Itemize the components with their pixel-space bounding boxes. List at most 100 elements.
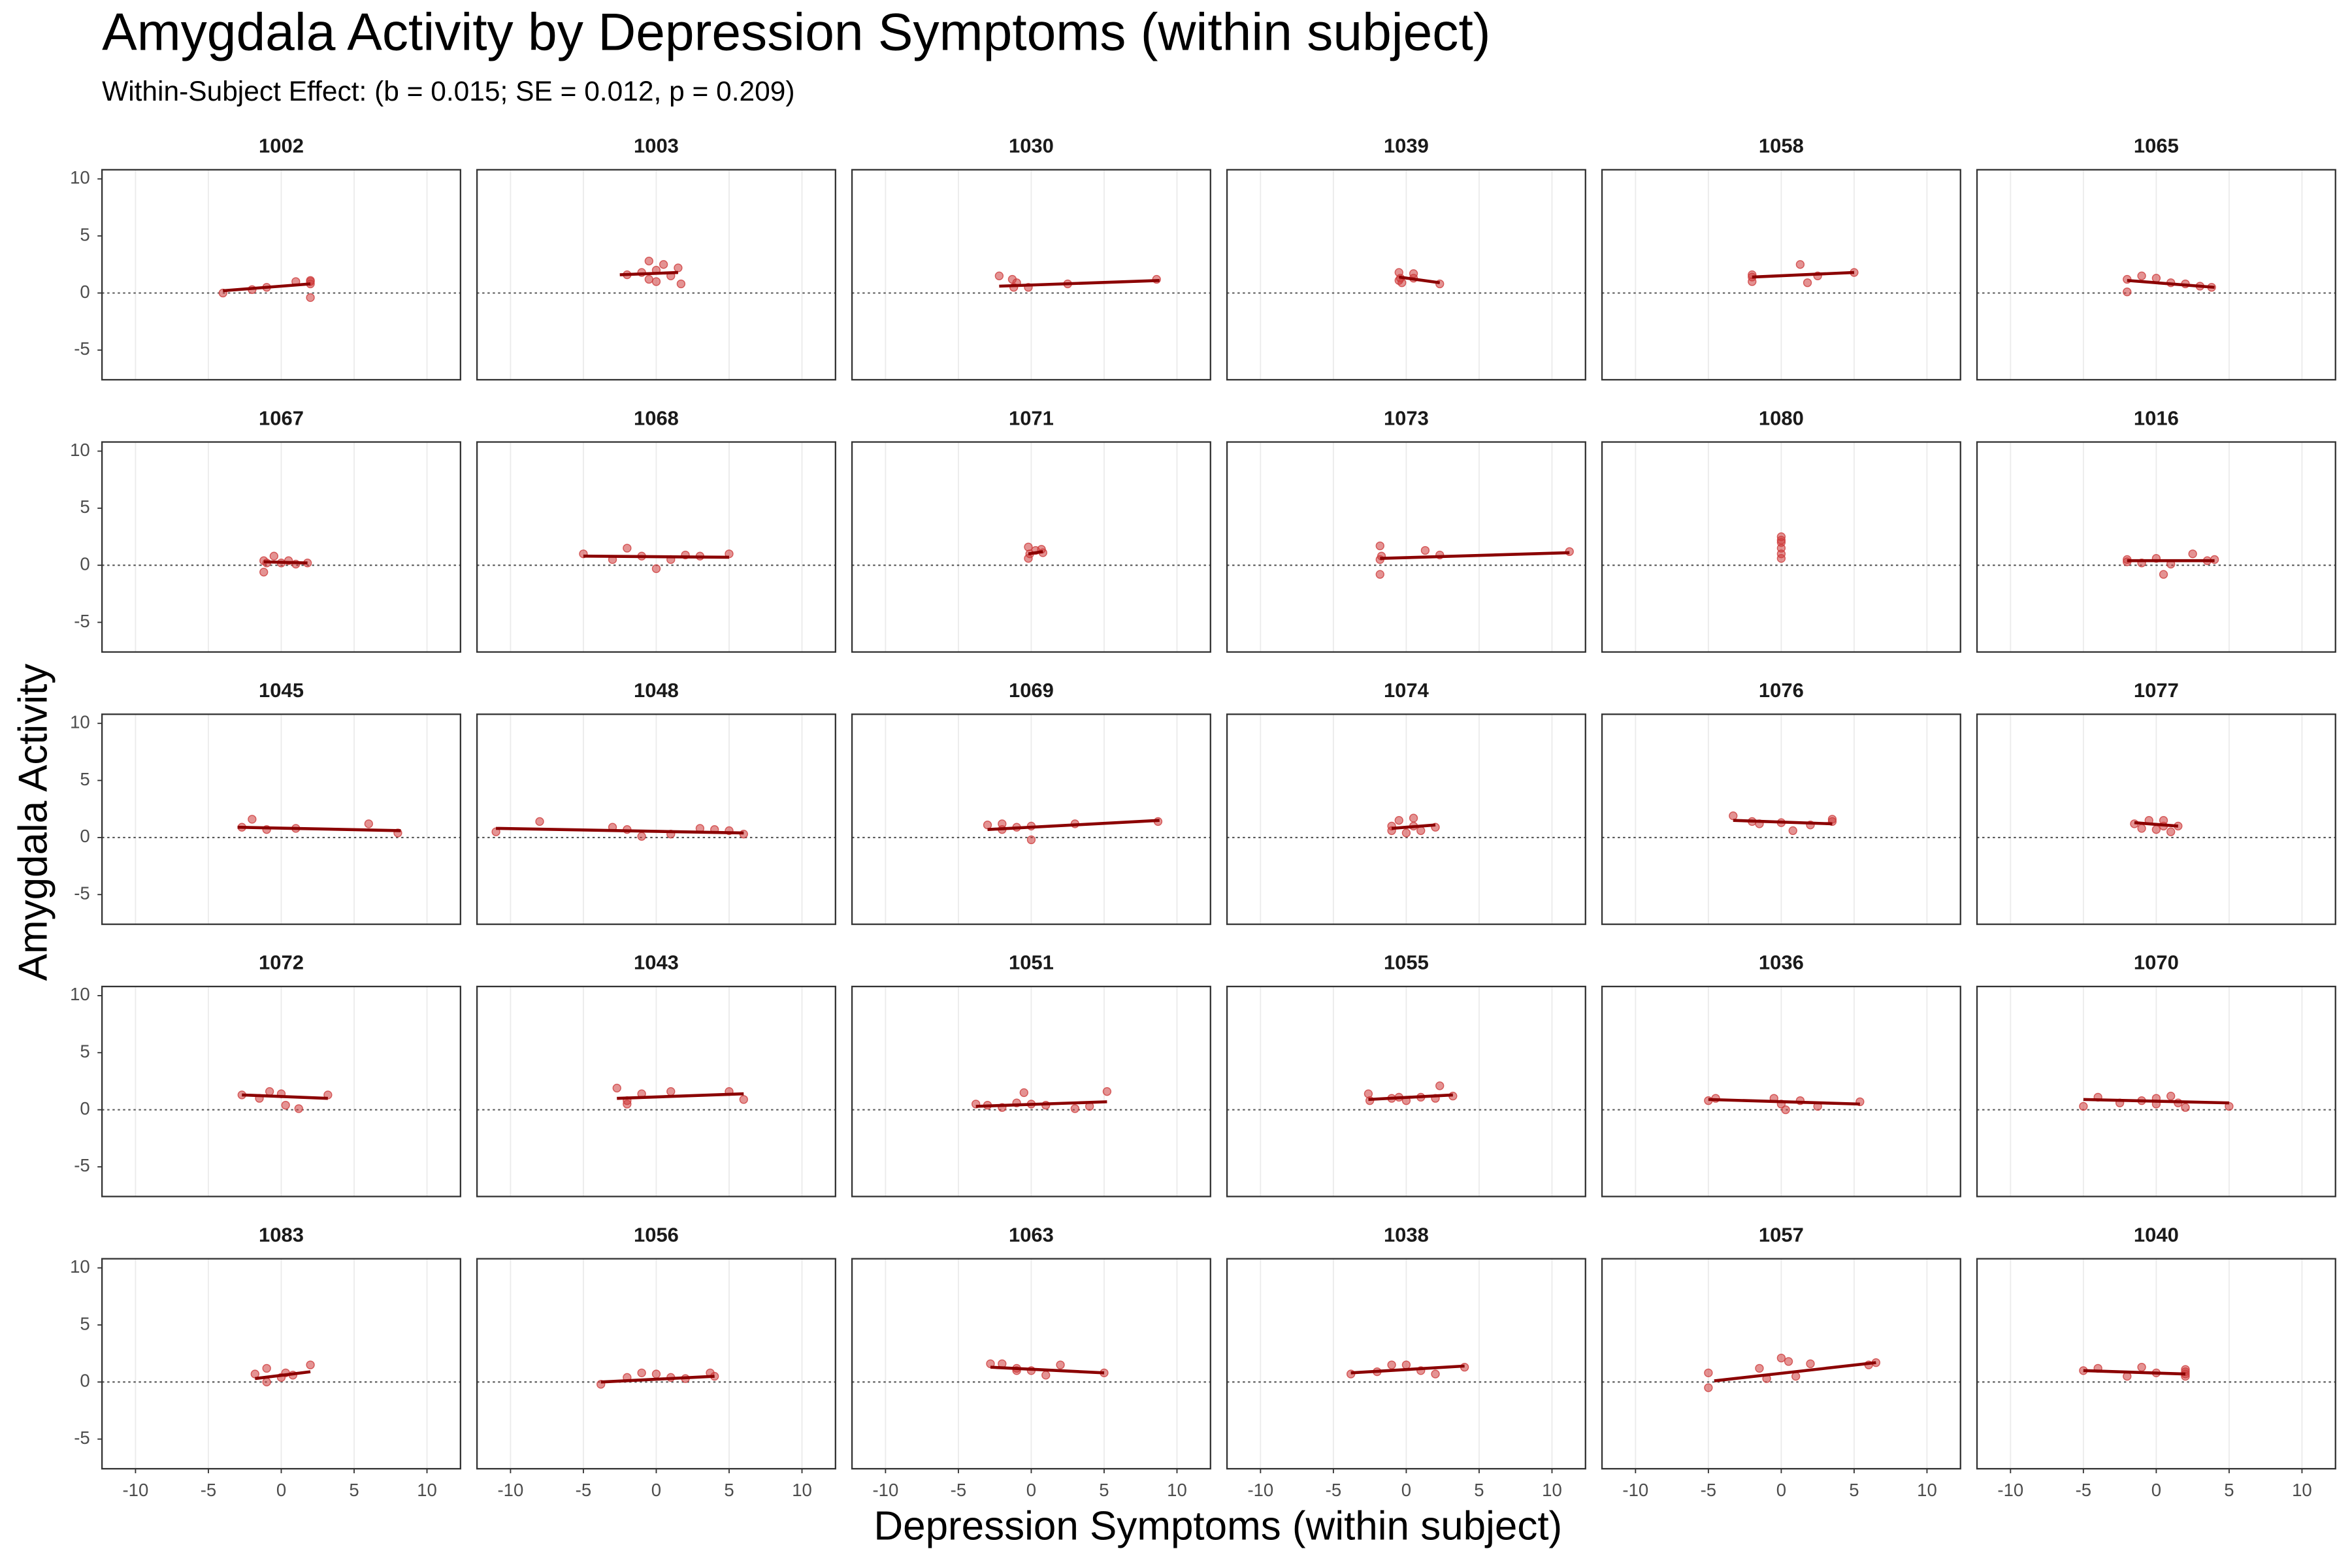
y-tick-label: 10 — [70, 711, 90, 732]
fit-line — [1398, 275, 1441, 285]
data-point — [2137, 271, 2146, 280]
y-tick-label: 5 — [80, 769, 90, 789]
panel-title: 1077 — [2134, 679, 2179, 702]
panel-title: 1016 — [2134, 406, 2179, 429]
x-tick-label: -5 — [1701, 1480, 1717, 1500]
fit-line — [1752, 270, 1855, 279]
panel-title: 1076 — [1759, 679, 1804, 702]
panel: 1030 — [851, 135, 1211, 381]
x-tick-label: 5 — [2224, 1480, 2234, 1500]
x-tick-label: 5 — [724, 1480, 734, 1500]
y-tick-label: 5 — [80, 1041, 90, 1062]
data-point — [306, 293, 315, 302]
y-tick-label: 5 — [80, 224, 90, 244]
data-point — [1420, 546, 1430, 555]
x-tick-label: 10 — [2292, 1480, 2312, 1500]
data-point — [994, 271, 1004, 280]
panel: 1058 — [1601, 135, 1961, 381]
data-point — [2151, 825, 2161, 834]
panel: 1036 — [1601, 951, 1961, 1198]
data-point — [1784, 1357, 1793, 1366]
panel-title: 1038 — [1384, 1223, 1429, 1246]
panel-title: 1051 — [1009, 951, 1054, 974]
panel-title: 1045 — [259, 679, 304, 702]
data-point — [2166, 1091, 2176, 1101]
data-point — [1806, 1359, 1815, 1369]
data-point — [1070, 1104, 1080, 1113]
x-tick-label: 0 — [1026, 1480, 1036, 1500]
y-tick-label: -5 — [74, 1155, 90, 1175]
data-point — [1776, 1353, 1786, 1363]
data-point — [637, 832, 646, 841]
panel-title: 1068 — [634, 406, 679, 429]
data-point — [248, 815, 257, 824]
panel-border — [851, 169, 1211, 381]
y-tick-label: 0 — [80, 553, 90, 574]
x-tick-label: -5 — [2076, 1480, 2092, 1500]
data-point — [1375, 541, 1384, 551]
data-point — [651, 1369, 661, 1379]
data-point — [364, 819, 373, 828]
panel: 1016 — [1976, 406, 2336, 653]
panel: 1069 — [851, 679, 1211, 925]
panel-title: 1069 — [1009, 679, 1054, 702]
fit-line — [2134, 821, 2179, 828]
data-point — [269, 551, 278, 561]
panel-border — [1601, 169, 1961, 381]
data-point — [1755, 1364, 1764, 1373]
fit-line — [1028, 549, 1043, 555]
data-point — [666, 1087, 676, 1096]
data-point — [2137, 824, 2146, 833]
x-tick-label: 10 — [417, 1480, 437, 1500]
fit-line — [255, 1370, 311, 1380]
data-point — [265, 1087, 274, 1096]
panel: 1068 — [476, 406, 836, 653]
data-point — [2151, 274, 2161, 283]
data-point — [2159, 570, 2168, 579]
panel-title: 1073 — [1384, 406, 1429, 429]
y-tick-label: 10 — [70, 984, 90, 1004]
panel-border — [476, 441, 836, 653]
panel-title: 1071 — [1009, 406, 1054, 429]
panel-title: 1048 — [634, 679, 679, 702]
x-tick-label: 5 — [349, 1480, 359, 1500]
data-point — [2166, 827, 2176, 836]
data-point — [644, 274, 653, 284]
x-tick-label: 10 — [1917, 1480, 1937, 1500]
panel-border — [1226, 169, 1586, 381]
panel-border — [1226, 441, 1586, 653]
data-point — [1704, 1368, 1713, 1378]
x-tick-label: -5 — [1326, 1480, 1342, 1500]
panel-border — [476, 713, 836, 925]
panel: 1040 -10 -5 0 5 10 — [1976, 1223, 2336, 1500]
panel-title: 1067 — [259, 406, 304, 429]
y-tick-label: 5 — [80, 497, 90, 517]
data-point — [1102, 1087, 1112, 1096]
y-tick-label: -5 — [74, 883, 90, 904]
x-tick-label: -10 — [1622, 1480, 1648, 1500]
fit-line — [617, 1092, 744, 1100]
y-tick-label: 0 — [80, 1371, 90, 1391]
panel: 1073 — [1226, 406, 1586, 653]
data-point — [1788, 826, 1797, 836]
data-point — [262, 1364, 271, 1373]
fit-line — [1380, 551, 1570, 561]
data-point — [623, 544, 632, 553]
fit-line — [263, 560, 308, 564]
panel-border — [1601, 441, 1961, 653]
panel-title: 1055 — [1384, 951, 1429, 974]
y-tick-label: 10 — [70, 167, 90, 188]
panel-border — [851, 713, 1211, 925]
panel-title: 1002 — [259, 135, 304, 157]
fit-line — [1368, 1093, 1453, 1102]
panel: 1065 — [1976, 135, 2336, 381]
panel-border — [1976, 169, 2336, 381]
data-point — [644, 256, 653, 266]
data-point — [1056, 1360, 1065, 1369]
panel: 1083 -5 0 5 10 -10 -5 0 5 10 — [70, 1223, 461, 1500]
fit-line — [2083, 1098, 2229, 1105]
y-tick-label: -5 — [74, 611, 90, 631]
data-point — [535, 817, 544, 826]
data-point — [1776, 536, 1786, 545]
